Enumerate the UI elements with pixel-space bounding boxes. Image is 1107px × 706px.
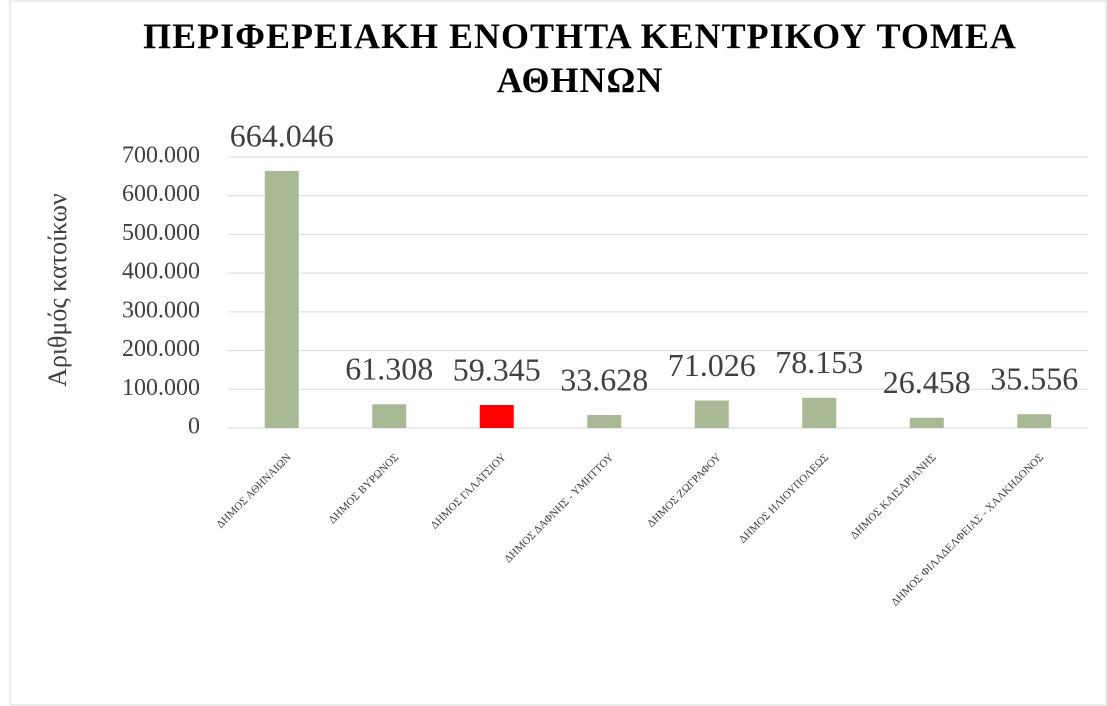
bar	[909, 417, 944, 428]
bar	[1017, 414, 1052, 428]
bar	[694, 400, 729, 428]
data-label: 59.345	[453, 351, 541, 387]
y-tick-label: 600.000	[122, 181, 200, 207]
x-tick-label: ΔΗΜΟΣ ΚΑΙΣΑΡΙΑΝΗΣ	[848, 451, 938, 541]
x-tick-label: ΔΗΜΟΣ ΓΑΛΑΤΣΙΟΥ	[429, 451, 509, 531]
data-label: 26.458	[883, 364, 971, 400]
data-label: 33.628	[560, 361, 648, 397]
y-tick-label: 700.000	[122, 143, 200, 169]
chart-title: ΠΕΡΙΦΕΡΕΙΑΚΗ ΕΝΟΤΗΤΑ ΚΕΝΤΡΙΚΟΥ ΤΟΜΕΑ ΑΘΗ…	[143, 16, 1017, 100]
x-tick-label: ΔΗΜΟΣ ΒΥΡΩΝΟΣ	[326, 451, 401, 526]
x-tick-label: ΔΗΜΟΣ ΖΩΓΡΑΦΟΥ	[645, 451, 724, 530]
bar	[587, 414, 622, 428]
data-label: 78.153	[775, 344, 863, 380]
y-axis-title: Αριθμός κατοίκων	[43, 193, 72, 387]
data-label: 664.046	[230, 117, 334, 153]
x-tick-label: ΔΗΜΟΣ ΗΛΙΟΥΠΟΛΕΩΣ	[737, 451, 831, 545]
x-tick-label: ΔΗΜΟΣ ΑΘΗΝΑΙΩΝ	[214, 451, 293, 530]
x-tick-label: ΔΗΜΟΣ ΔΑΦΝΗΣ - ΥΜΗΤΤΟΥ	[502, 451, 616, 565]
y-tick-label: 200.000	[122, 336, 200, 362]
y-tick-label: 400.000	[122, 259, 200, 285]
bar	[372, 404, 407, 428]
y-tick-label: 300.000	[122, 297, 200, 323]
data-label: 71.026	[668, 347, 756, 383]
bar	[264, 170, 299, 429]
data-label: 61.308	[345, 351, 433, 387]
data-label: 35.556	[990, 361, 1078, 397]
y-tick-label: 0	[188, 414, 200, 440]
y-tick-label: 500.000	[122, 220, 200, 246]
chart-border	[9, 0, 1107, 706]
bar	[802, 397, 837, 428]
bar	[479, 405, 514, 428]
y-tick-label: 100.000	[122, 375, 200, 401]
